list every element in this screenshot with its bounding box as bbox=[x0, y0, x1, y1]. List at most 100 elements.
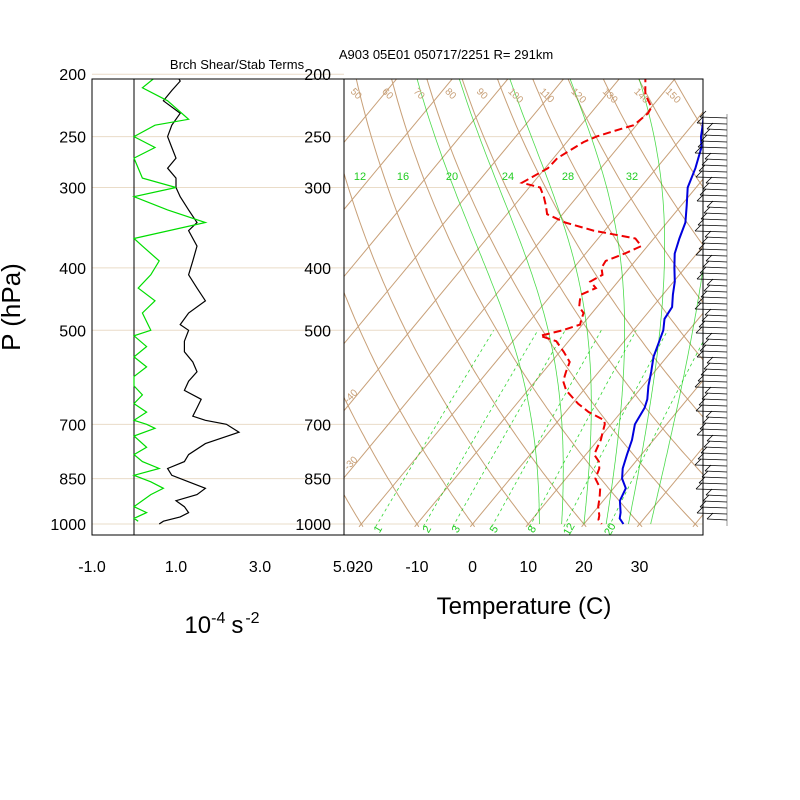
moist-adiabat-line bbox=[416, 79, 540, 524]
wind-barb-flag bbox=[706, 278, 714, 286]
wind-barb bbox=[698, 404, 728, 407]
wind-barb-flag bbox=[695, 170, 703, 178]
wind-barb-flag bbox=[694, 224, 702, 232]
wind-barb-flag bbox=[699, 266, 707, 274]
x-tick-label: 1.0 bbox=[165, 559, 187, 576]
wind-barb-flag bbox=[698, 398, 706, 406]
temperature-tick-label: 30 bbox=[631, 559, 649, 576]
wind-barb-flag bbox=[701, 236, 709, 244]
dry-adiabat-line bbox=[426, 79, 699, 528]
wind-barb bbox=[699, 272, 728, 275]
moist-adiabat-label: 28 bbox=[562, 171, 574, 183]
wind-barb bbox=[706, 284, 728, 287]
mixing-ratio-label: 5 bbox=[488, 524, 501, 535]
x-axis-title-unit-exponent: -2 bbox=[245, 610, 259, 627]
isotherm-line bbox=[344, 79, 398, 144]
wind-barb-flag bbox=[703, 362, 711, 370]
dry-adiabat-line bbox=[355, 79, 587, 528]
wind-barb-flag bbox=[705, 410, 713, 418]
moist-adiabat-label: 20 bbox=[446, 171, 458, 183]
dry-adiabat-line bbox=[696, 0, 800, 527]
isotherm-line bbox=[358, 111, 703, 528]
wind-barb-flag bbox=[696, 428, 704, 436]
dry-adiabat-label: 130 bbox=[600, 86, 620, 106]
wind-barb bbox=[705, 182, 728, 185]
wind-barb bbox=[697, 224, 728, 227]
pressure-tick-label: 700 bbox=[59, 417, 86, 434]
isotherm-line bbox=[581, 379, 703, 528]
moist-adiabat-label: 12 bbox=[354, 171, 366, 183]
wind-barb-flag bbox=[706, 122, 714, 130]
mixing-ratio-line bbox=[491, 330, 602, 527]
pressure-tick-label: 400 bbox=[304, 261, 331, 278]
mixing-ratio-line bbox=[422, 330, 539, 527]
wind-barb bbox=[703, 368, 728, 371]
wind-barb-flag bbox=[704, 230, 712, 238]
wind-barb bbox=[701, 242, 728, 245]
wind-barb-flag bbox=[697, 218, 705, 226]
wind-barb-flag bbox=[699, 110, 707, 118]
dry-adiabat-line bbox=[461, 79, 703, 476]
wind-barb-flag bbox=[702, 494, 710, 502]
dry-adiabat-line bbox=[729, 0, 800, 527]
black-profile-line bbox=[158, 79, 241, 525]
wind-barb-flag bbox=[696, 194, 704, 202]
isotherm-line bbox=[525, 312, 703, 528]
dry-adiabat-line bbox=[344, 291, 476, 528]
wind-barb-flag bbox=[706, 200, 714, 208]
wind-barb-flag bbox=[698, 320, 706, 328]
pressure-tick-label: 200 bbox=[59, 67, 86, 84]
wind-barb-flag bbox=[695, 326, 703, 334]
wind-barb-flag bbox=[706, 434, 714, 442]
isotherm-line bbox=[344, 79, 620, 412]
wind-barb-flag bbox=[703, 284, 711, 292]
wind-barb bbox=[703, 290, 728, 293]
wind-barb bbox=[706, 128, 728, 131]
wind-barb bbox=[700, 218, 728, 221]
wind-barb-flag bbox=[705, 332, 713, 340]
mixing-ratio-line bbox=[452, 330, 566, 527]
pressure-tick-label: 500 bbox=[304, 323, 331, 340]
pressure-tick-label: 300 bbox=[59, 181, 86, 198]
dry-adiabat-line bbox=[344, 171, 531, 528]
wind-barb bbox=[700, 296, 728, 299]
dry-adiabat-line bbox=[761, 0, 800, 527]
x-tick-label: 5.0 bbox=[333, 559, 355, 576]
wind-barb bbox=[703, 212, 728, 215]
moist-adiabat-line bbox=[569, 79, 625, 525]
wind-barb bbox=[699, 116, 728, 119]
pressure-tick-label: 500 bbox=[59, 323, 86, 340]
wind-barb-flag bbox=[702, 260, 710, 268]
dry-adiabat-line bbox=[602, 79, 703, 246]
wind-barb-flag bbox=[696, 350, 704, 358]
wind-barb-flag bbox=[702, 338, 710, 346]
wind-barb-flag bbox=[695, 404, 703, 412]
wind-barb bbox=[699, 428, 728, 431]
x-axis-title-base: 10 bbox=[184, 612, 211, 639]
x-axis-title-unit: s bbox=[231, 612, 243, 639]
y-axis-title: P (hPa) bbox=[0, 263, 26, 351]
pressure-tick-label: 700 bbox=[304, 417, 331, 434]
pressure-tick-label: 850 bbox=[59, 472, 86, 489]
dry-adiabat-line bbox=[793, 0, 800, 527]
wind-barb bbox=[698, 482, 728, 485]
green-profile-line bbox=[131, 79, 208, 522]
isotherm-line bbox=[749, 0, 800, 527]
moist-adiabat-label: 16 bbox=[397, 171, 409, 183]
wind-barb bbox=[705, 416, 728, 419]
mixing-ratio-label: 3 bbox=[450, 524, 463, 535]
pressure-tick-labels: 150 200 250 300 400 500 700 850 1000 bbox=[50, 0, 86, 534]
wind-barb bbox=[702, 344, 728, 347]
wind-barb bbox=[704, 470, 728, 473]
wind-barb-flag bbox=[701, 314, 709, 322]
pressure-tick-label: 250 bbox=[304, 130, 331, 147]
wind-barb-flag bbox=[698, 164, 706, 172]
wind-barb-flag bbox=[704, 308, 712, 316]
pressure-tick-label: 1000 bbox=[50, 517, 86, 534]
wind-barb bbox=[703, 134, 728, 137]
sounding-profiles bbox=[519, 79, 703, 525]
wind-barb-flag bbox=[698, 476, 706, 484]
moist-adiabat-label: 24 bbox=[502, 171, 514, 183]
